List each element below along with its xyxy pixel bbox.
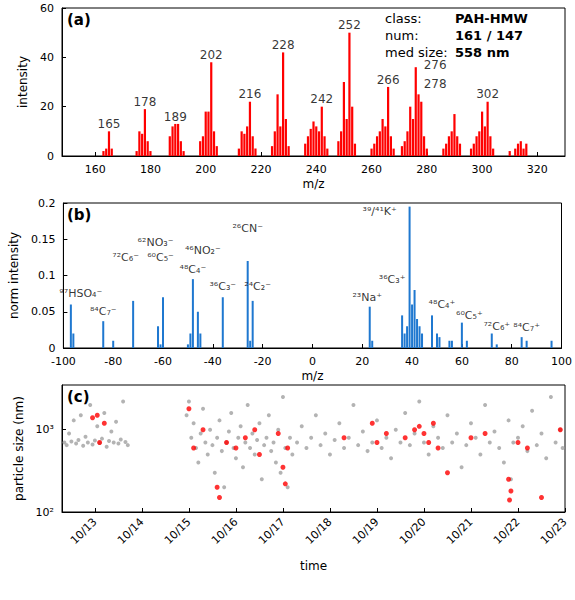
svg-text:⁴⁶NO₂⁻: ⁴⁶NO₂⁻ [185, 244, 221, 257]
svg-text:278: 278 [424, 77, 447, 91]
svg-text:0.05: 0.05 [31, 305, 56, 318]
svg-text:242: 242 [310, 92, 333, 106]
svg-text:(a): (a) [67, 11, 91, 29]
svg-text:10/18: 10/18 [303, 515, 335, 547]
svg-text:²⁴C₂⁻: ²⁴C₂⁻ [244, 280, 271, 293]
svg-text:²⁶CN⁻: ²⁶CN⁻ [232, 222, 263, 235]
svg-text:280: 280 [416, 163, 437, 176]
svg-text:³⁹/⁴¹K⁺: ³⁹/⁴¹K⁺ [363, 205, 398, 218]
svg-text:20: 20 [40, 100, 54, 113]
svg-text:time: time [300, 559, 327, 573]
svg-text:num:: num: [385, 28, 419, 43]
svg-text:³⁶C₃⁻: ³⁶C₃⁻ [209, 280, 236, 293]
svg-text:10/13: 10/13 [68, 515, 100, 547]
svg-text:-20: -20 [254, 355, 272, 368]
svg-text:160: 160 [85, 163, 106, 176]
svg-text:178: 178 [133, 95, 156, 109]
svg-text:300: 300 [472, 163, 493, 176]
svg-text:intensity: intensity [16, 56, 30, 108]
svg-text:m/z: m/z [302, 177, 324, 191]
svg-text:276: 276 [423, 57, 447, 72]
svg-text:10/14: 10/14 [115, 515, 147, 547]
svg-text:266: 266 [377, 73, 400, 87]
svg-text:0.2: 0.2 [38, 197, 56, 210]
svg-text:60: 60 [40, 2, 54, 15]
svg-text:260: 260 [361, 163, 382, 176]
svg-text:558 nm: 558 nm [455, 45, 509, 60]
svg-text:0.15: 0.15 [31, 233, 56, 246]
svg-text:⁷²C₆⁻: ⁷²C₆⁻ [112, 251, 139, 264]
svg-text:⁷²C₆⁺: ⁷²C₆⁺ [483, 320, 510, 333]
svg-text:⁴⁸C₄⁺: ⁴⁸C₄⁺ [429, 298, 456, 311]
svg-text:0.1: 0.1 [38, 269, 56, 282]
svg-text:(b): (b) [67, 206, 91, 224]
svg-text:³⁶C₃⁺: ³⁶C₃⁺ [379, 273, 406, 286]
svg-text:80: 80 [505, 355, 519, 368]
svg-text:240: 240 [306, 163, 327, 176]
svg-text:med size:: med size: [385, 45, 448, 60]
svg-text:10/20: 10/20 [397, 515, 429, 547]
svg-text:0: 0 [48, 342, 55, 355]
svg-text:10/17: 10/17 [256, 515, 288, 547]
svg-text:10³: 10³ [36, 423, 54, 436]
svg-text:⁹⁷HSO₄⁻: ⁹⁷HSO₄⁻ [59, 287, 102, 300]
svg-text:0: 0 [309, 355, 316, 368]
svg-text:⁶²NO₃⁻: ⁶²NO₃⁻ [138, 236, 174, 249]
svg-text:252: 252 [338, 18, 361, 32]
svg-text:200: 200 [195, 163, 216, 176]
svg-text:class:: class: [385, 11, 422, 26]
svg-text:40: 40 [40, 51, 54, 64]
svg-text:161 / 147: 161 / 147 [455, 28, 523, 43]
svg-text:10/21: 10/21 [444, 515, 476, 547]
svg-text:⁸⁴C₇⁻: ⁸⁴C₇⁻ [90, 305, 117, 318]
svg-text:165: 165 [98, 117, 121, 131]
svg-text:-80: -80 [104, 355, 122, 368]
svg-text:-40: -40 [204, 355, 222, 368]
svg-text:202: 202 [200, 48, 223, 62]
svg-text:100: 100 [551, 355, 572, 368]
svg-text:10/19: 10/19 [350, 515, 382, 547]
svg-text:60: 60 [455, 355, 469, 368]
svg-text:⁸⁴C₇⁺: ⁸⁴C₇⁺ [513, 321, 540, 334]
svg-text:10/22: 10/22 [491, 515, 523, 547]
svg-text:m/z: m/z [301, 369, 323, 383]
svg-text:10/15: 10/15 [162, 515, 194, 547]
svg-text:⁶⁰C₅⁺: ⁶⁰C₅⁺ [456, 309, 483, 322]
svg-text:10/23: 10/23 [538, 515, 570, 547]
svg-text:PAH-HMW: PAH-HMW [455, 11, 528, 26]
svg-text:norm intensity: norm intensity [7, 232, 21, 319]
svg-text:228: 228 [272, 38, 295, 52]
svg-text:⁴⁸C₄⁻: ⁴⁸C₄⁻ [180, 263, 207, 276]
svg-text:⁶⁰C₅⁻: ⁶⁰C₅⁻ [147, 251, 174, 264]
svg-text:220: 220 [250, 163, 271, 176]
svg-text:302: 302 [476, 87, 499, 101]
svg-text:0: 0 [47, 150, 54, 163]
svg-text:40: 40 [405, 355, 419, 368]
svg-text:10/16: 10/16 [209, 515, 241, 547]
svg-text:particle size (nm): particle size (nm) [12, 396, 26, 501]
svg-text:(c): (c) [67, 388, 90, 406]
svg-text:180: 180 [140, 163, 161, 176]
svg-text:²³Na⁺: ²³Na⁺ [352, 291, 382, 304]
svg-text:320: 320 [527, 163, 548, 176]
svg-text:20: 20 [355, 355, 369, 368]
svg-text:189: 189 [164, 110, 187, 124]
svg-text:-100: -100 [51, 355, 76, 368]
svg-text:216: 216 [238, 87, 261, 101]
svg-text:10²: 10² [36, 506, 54, 519]
svg-text:-60: -60 [154, 355, 172, 368]
